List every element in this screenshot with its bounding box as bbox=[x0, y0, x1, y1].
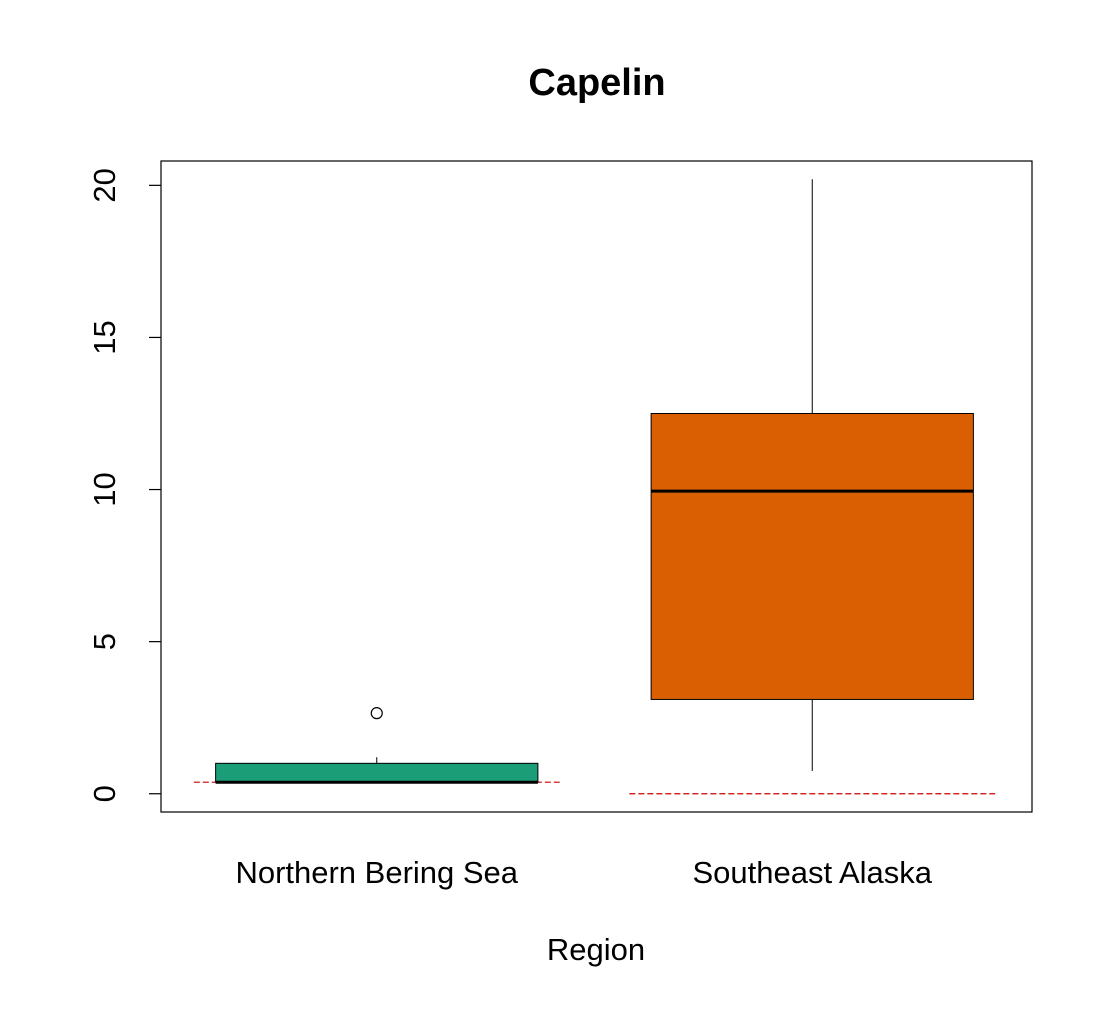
chart-title: Capelin bbox=[528, 62, 665, 104]
y-tick-label: 15 bbox=[87, 320, 122, 354]
y-axis: 0 5 10 15 20 bbox=[87, 168, 162, 802]
x-tick-label: Southeast Alaska bbox=[692, 855, 932, 890]
y-tick-label: 0 bbox=[87, 785, 122, 802]
box-southeast-alaska bbox=[629, 179, 996, 795]
box-series bbox=[193, 179, 996, 795]
x-axis-labels: Northern Bering Sea Southeast Alaska bbox=[235, 855, 932, 890]
y-tick-label: 5 bbox=[87, 633, 122, 650]
x-axis-label: Region bbox=[547, 932, 645, 967]
outlier-point bbox=[370, 707, 383, 720]
y-tick-label: 20 bbox=[87, 168, 122, 202]
y-tick-label: 10 bbox=[87, 472, 122, 506]
x-tick-label: Northern Bering Sea bbox=[235, 855, 518, 890]
box-northern-bering-sea bbox=[193, 707, 560, 784]
box-body bbox=[215, 762, 539, 783]
box-body bbox=[650, 412, 974, 700]
